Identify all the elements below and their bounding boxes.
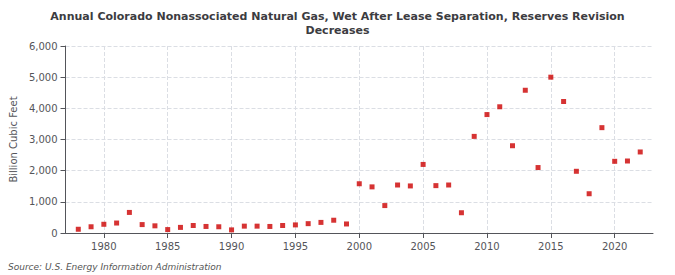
svg-text:1985: 1985 (155, 241, 180, 252)
svg-text:2020: 2020 (602, 241, 627, 252)
svg-text:2010: 2010 (474, 241, 499, 252)
svg-text:0: 0 (51, 228, 57, 239)
svg-text:2005: 2005 (410, 241, 435, 252)
svg-text:5,000: 5,000 (29, 72, 58, 83)
svg-text:Source: U.S. Energy Informatio: Source: U.S. Energy Information Administ… (8, 262, 222, 272)
svg-text:2000: 2000 (347, 241, 372, 252)
svg-text:6,000: 6,000 (29, 41, 58, 52)
svg-text:3,000: 3,000 (29, 134, 58, 145)
svg-text:1990: 1990 (219, 241, 244, 252)
svg-text:Decreases: Decreases (306, 24, 370, 37)
svg-text:1995: 1995 (283, 241, 308, 252)
svg-text:Annual Colorado Nonassociated: Annual Colorado Nonassociated Natural Ga… (50, 10, 624, 23)
svg-text:2015: 2015 (538, 241, 563, 252)
svg-text:4,000: 4,000 (29, 103, 58, 114)
svg-text:1980: 1980 (91, 241, 116, 252)
svg-text:Billion Cubic Feet: Billion Cubic Feet (8, 96, 19, 182)
svg-text:2,000: 2,000 (29, 165, 58, 176)
svg-text:1,000: 1,000 (29, 196, 58, 207)
